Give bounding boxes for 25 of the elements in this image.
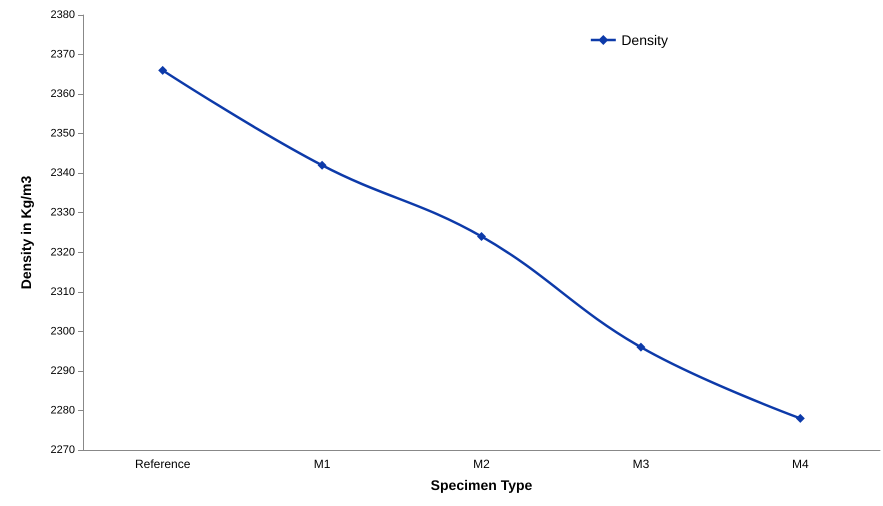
x-tick-label: M2 <box>473 457 490 471</box>
y-tick-label: 2370 <box>50 48 75 61</box>
y-tick-label: 2380 <box>50 9 75 21</box>
y-tick-label: 2350 <box>50 128 75 140</box>
x-tick-label: M3 <box>632 457 650 471</box>
point <box>636 342 646 352</box>
y-tick-label: 2320 <box>50 246 75 258</box>
y-tick-label: 2340 <box>50 167 75 180</box>
point <box>477 232 486 241</box>
y-tick-label: 2290 <box>50 364 75 377</box>
point <box>158 66 168 75</box>
y-tick-label: 2330 <box>50 206 75 219</box>
y-tick-label: 2270 <box>50 444 75 456</box>
x-tick-label: Reference <box>135 457 191 471</box>
legend-label: Density <box>621 32 668 48</box>
y-tick-label: 2280 <box>50 404 75 416</box>
point <box>318 160 327 170</box>
x-tick-label: M4 <box>792 457 809 471</box>
x-axis-title: Specimen Type <box>430 477 533 493</box>
x-tick-label: M1 <box>314 457 331 471</box>
y-tick-label: 2300 <box>50 325 75 338</box>
y-tick-label: 2360 <box>50 88 75 100</box>
y-tick-label: 2310 <box>50 286 75 298</box>
y-axis-title: Density in Kg/m3 <box>18 176 34 290</box>
point <box>796 414 805 423</box>
